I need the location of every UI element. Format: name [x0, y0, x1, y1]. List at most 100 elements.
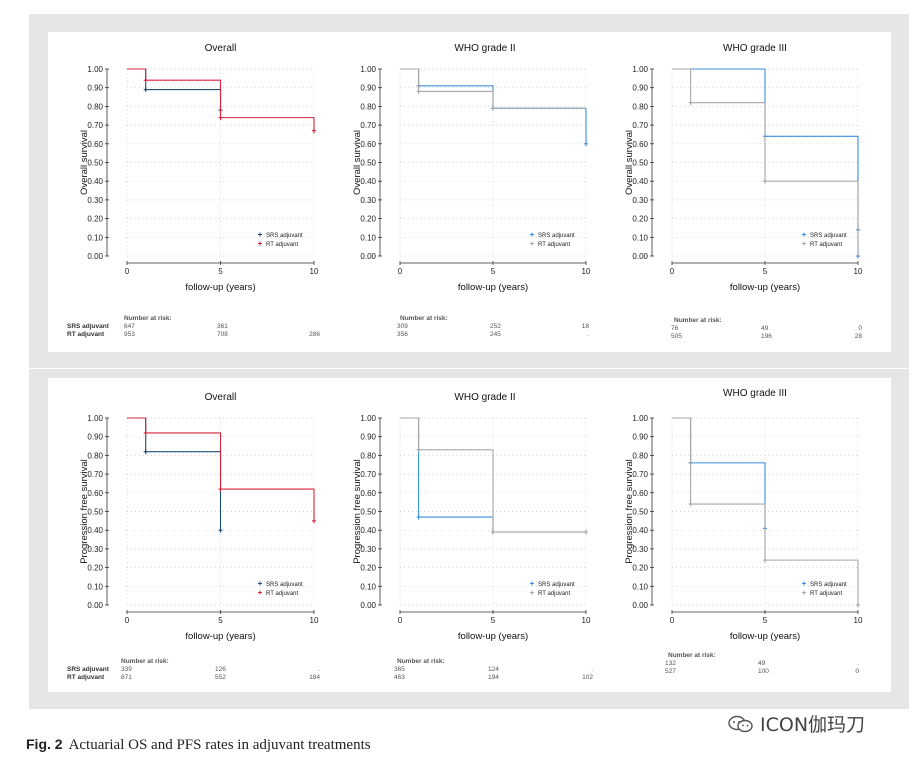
risk-count: 49: [758, 660, 766, 667]
y-tick-label: 0.60: [87, 489, 103, 498]
y-tick-label: 0.60: [360, 140, 376, 149]
figure-row-bottom: [48, 378, 891, 692]
chart-title: WHO grade III: [723, 388, 787, 399]
risk-row-label: SRS adjuvant: [67, 666, 110, 673]
risk-count: 552: [215, 674, 226, 681]
y-tick-label: 0.90: [360, 433, 376, 442]
y-tick-label: 0.00: [360, 601, 376, 610]
chart-panel: 0.000.100.200.300.400.500.600.700.800.90…: [67, 43, 320, 338]
caption-text: Actuarial OS and PFS rates in adjuvant t…: [68, 737, 371, 753]
y-tick-label: 0.70: [632, 470, 648, 479]
risk-count: 102: [582, 674, 593, 681]
y-axis-label: Overall survival: [79, 130, 90, 195]
y-tick-label: 0.00: [87, 252, 103, 261]
watermark-text: ICON伽玛刀: [760, 714, 866, 736]
y-tick-label: 1.00: [87, 414, 103, 423]
y-tick-label: 0.80: [360, 451, 376, 460]
y-tick-label: 0.70: [360, 121, 376, 130]
y-tick-label: 0.10: [87, 233, 103, 242]
y-tick-label: 0.50: [87, 159, 103, 168]
y-tick-label: 0.20: [87, 564, 103, 573]
x-tick-label: 5: [218, 267, 223, 276]
y-tick-label: 0.20: [632, 215, 648, 224]
risk-count: 18: [582, 323, 590, 330]
risk-count: 126: [215, 666, 226, 673]
risk-count: 184: [309, 674, 320, 681]
chart-title: WHO grade III: [723, 43, 787, 54]
chart-panel: 0.000.100.200.300.400.500.600.700.800.90…: [352, 43, 591, 338]
y-tick-label: 0.90: [87, 84, 103, 93]
risk-count: 871: [121, 674, 132, 681]
y-tick-label: 0.50: [360, 159, 376, 168]
y-tick-label: 0.30: [87, 545, 103, 554]
y-tick-label: 0.10: [360, 582, 376, 591]
x-tick-label: 5: [763, 267, 768, 276]
series-line: [400, 417, 586, 533]
y-tick-label: 0.60: [360, 489, 376, 498]
risk-count: 194: [488, 674, 499, 681]
legend-label: RT adjuvant: [810, 591, 842, 597]
x-tick-label: 0: [125, 616, 130, 625]
y-tick-label: 0.70: [360, 470, 376, 479]
risk-count: .: [591, 666, 593, 673]
y-tick-label: 0.30: [87, 196, 103, 205]
y-tick-label: 0.20: [87, 215, 103, 224]
y-tick-label: 0.40: [360, 177, 376, 186]
y-tick-label: 1.00: [360, 414, 376, 423]
x-axis-label: follow-up (years): [730, 282, 800, 293]
risk-count: 463: [394, 674, 405, 681]
y-tick-label: 0.10: [632, 582, 648, 591]
legend-label: RT adjuvant: [266, 591, 298, 597]
x-tick-label: 5: [218, 616, 223, 625]
risk-table-header: Number at risk:: [674, 317, 722, 324]
y-axis-label: Overall survival: [352, 130, 363, 195]
y-tick-label: 0.30: [360, 545, 376, 554]
risk-count: 76: [671, 325, 679, 332]
legend-label: SRS adjuvant: [538, 582, 575, 588]
y-tick-label: 0.00: [632, 601, 648, 610]
chart-title: Overall: [205, 392, 237, 403]
y-tick-label: 0.30: [632, 545, 648, 554]
y-tick-label: 0.10: [87, 582, 103, 591]
risk-table-header: Number at risk:: [121, 658, 169, 665]
series-line: [127, 68, 222, 111]
x-tick-label: 0: [670, 616, 675, 625]
chart-panel: 0.000.100.200.300.400.500.600.700.800.90…: [67, 392, 320, 681]
y-tick-label: 0.60: [632, 489, 648, 498]
watermark: ICON伽玛刀: [728, 710, 865, 737]
risk-count: 527: [665, 668, 676, 675]
risk-count: .: [587, 331, 589, 338]
y-tick-label: 0.40: [87, 177, 103, 186]
y-axis-label: Progression free survival: [352, 459, 363, 564]
y-tick-label: 0.80: [632, 451, 648, 460]
y-tick-label: 0.50: [360, 508, 376, 517]
x-axis-label: follow-up (years): [458, 282, 528, 293]
risk-count: .: [857, 660, 859, 667]
x-tick-label: 0: [125, 267, 130, 276]
y-tick-label: 1.00: [632, 414, 648, 423]
x-tick-label: 10: [310, 267, 319, 276]
risk-count: 132: [665, 660, 676, 667]
risk-count: 0: [855, 668, 859, 675]
x-axis-label: follow-up (years): [730, 631, 800, 642]
y-tick-label: 1.00: [632, 65, 648, 74]
y-tick-label: 0.20: [360, 215, 376, 224]
x-axis-label: follow-up (years): [185, 631, 255, 642]
y-tick-label: 0.30: [360, 196, 376, 205]
risk-count: 196: [761, 333, 772, 340]
legend-label: RT adjuvant: [538, 591, 570, 597]
x-tick-label: 10: [854, 267, 863, 276]
risk-count: 505: [671, 333, 682, 340]
y-axis-label: Progression free survival: [624, 459, 635, 564]
legend-label: SRS adjuvant: [810, 233, 847, 239]
x-tick-label: 0: [398, 616, 403, 625]
series-line: [127, 417, 315, 521]
y-tick-label: 1.00: [360, 65, 376, 74]
x-tick-label: 10: [310, 616, 319, 625]
caption-label: Fig. 2: [26, 736, 63, 752]
legend-label: RT adjuvant: [266, 242, 298, 248]
y-tick-label: 0.10: [360, 233, 376, 242]
y-tick-label: 0.60: [632, 140, 648, 149]
risk-count: .: [318, 666, 320, 673]
